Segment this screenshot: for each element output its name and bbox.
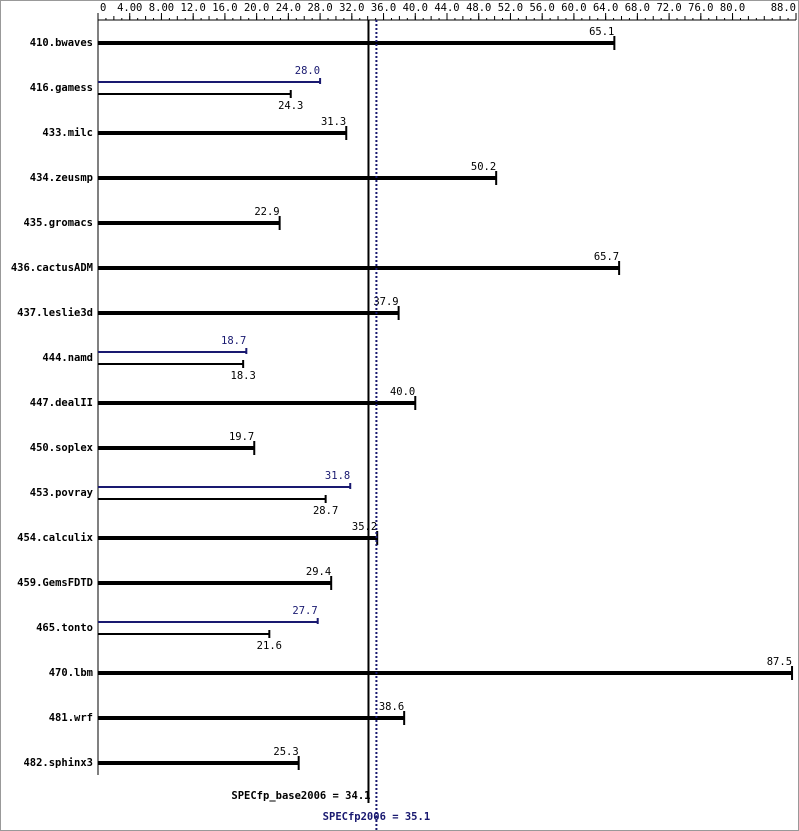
category-label: 465.tonto <box>36 622 93 634</box>
bar <box>98 671 793 675</box>
value-label: 50.2 <box>471 161 496 173</box>
x-tick-label: 68.0 <box>625 2 650 14</box>
category-label: 470.lbm <box>49 667 93 679</box>
category-label: 454.calculix <box>17 532 94 544</box>
x-tick-label: 0 <box>100 2 106 14</box>
value-label: 38.6 <box>379 701 404 713</box>
value-label: 25.3 <box>273 746 298 758</box>
category-label: 453.povray <box>30 487 94 499</box>
value-label: 18.7 <box>221 335 246 347</box>
bar <box>98 716 405 720</box>
value-label: 35.2 <box>352 521 377 533</box>
x-tick-label: 80.0 <box>720 2 745 14</box>
value-label: 19.7 <box>229 431 254 443</box>
category-label: 410.bwaves <box>30 37 93 49</box>
category-label: 437.leslie3d <box>17 307 93 319</box>
value-label: 31.3 <box>321 116 346 128</box>
x-tick-label: 16.0 <box>212 2 237 14</box>
x-tick-label: 8.00 <box>149 2 174 14</box>
bar <box>98 266 620 270</box>
x-tick-label: 28.0 <box>307 2 332 14</box>
category-label: 433.milc <box>42 127 93 139</box>
bar <box>98 621 318 623</box>
category-label: 482.sphinx3 <box>23 757 93 769</box>
x-tick-label: 48.0 <box>466 2 491 14</box>
bar <box>98 363 244 365</box>
value-label: 18.3 <box>231 370 256 382</box>
value-label: 31.8 <box>325 470 350 482</box>
x-tick-label: 52.0 <box>498 2 523 14</box>
category-label: 434.zeusmp <box>30 172 93 184</box>
value-label: 65.7 <box>594 251 619 263</box>
bar <box>98 41 615 45</box>
x-tick-label: 72.0 <box>656 2 681 14</box>
value-label: 87.5 <box>767 656 792 668</box>
x-tick-label: 36.0 <box>371 2 396 14</box>
category-label: 436.cactusADM <box>11 262 93 274</box>
value-label: 24.3 <box>278 100 303 112</box>
value-label: 22.9 <box>254 206 279 218</box>
x-tick-label: 20.0 <box>244 2 269 14</box>
bar <box>98 498 326 500</box>
x-tick-label: 44.0 <box>434 2 459 14</box>
bar <box>98 176 497 180</box>
x-tick-label: 60.0 <box>561 2 586 14</box>
x-tick-label: 12.0 <box>181 2 206 14</box>
value-label: 37.9 <box>373 296 398 308</box>
bar <box>98 761 299 765</box>
reference-label: SPECfp2006 = 35.1 <box>323 811 430 823</box>
reference-label: SPECfp_base2006 = 34.1 <box>231 790 370 802</box>
x-tick-label: 24.0 <box>276 2 301 14</box>
bar <box>98 536 378 540</box>
x-tick-label: 32.0 <box>339 2 364 14</box>
x-tick-label: 56.0 <box>530 2 555 14</box>
bar <box>98 93 291 95</box>
value-label: 27.7 <box>292 605 317 617</box>
category-label: 444.namd <box>42 352 93 364</box>
category-label: 435.gromacs <box>23 217 93 229</box>
value-label: 21.6 <box>257 640 282 652</box>
bar <box>98 486 351 488</box>
bar <box>98 81 321 83</box>
bar <box>98 633 270 635</box>
category-label: 459.GemsFDTD <box>17 577 93 589</box>
bar <box>98 446 255 450</box>
value-label: 28.7 <box>313 505 338 517</box>
category-label: 481.wrf <box>49 712 93 724</box>
x-tick-label: 4.00 <box>117 2 142 14</box>
x-tick-label: 40.0 <box>403 2 428 14</box>
bar <box>98 221 280 225</box>
value-label: 65.1 <box>589 26 614 38</box>
x-tick-label: 64.0 <box>593 2 618 14</box>
bar <box>98 351 247 353</box>
bar <box>98 311 399 315</box>
bar <box>98 131 347 135</box>
x-tick-label: 76.0 <box>688 2 713 14</box>
value-label: 28.0 <box>295 65 320 77</box>
x-tick-label: 88.0 <box>771 2 796 14</box>
bar <box>98 581 332 585</box>
category-label: 416.gamess <box>30 82 93 94</box>
value-label: 40.0 <box>390 386 415 398</box>
category-label: 447.dealII <box>30 397 93 409</box>
bar <box>98 401 416 405</box>
category-label: 450.soplex <box>30 442 94 454</box>
value-label: 29.4 <box>306 566 331 578</box>
